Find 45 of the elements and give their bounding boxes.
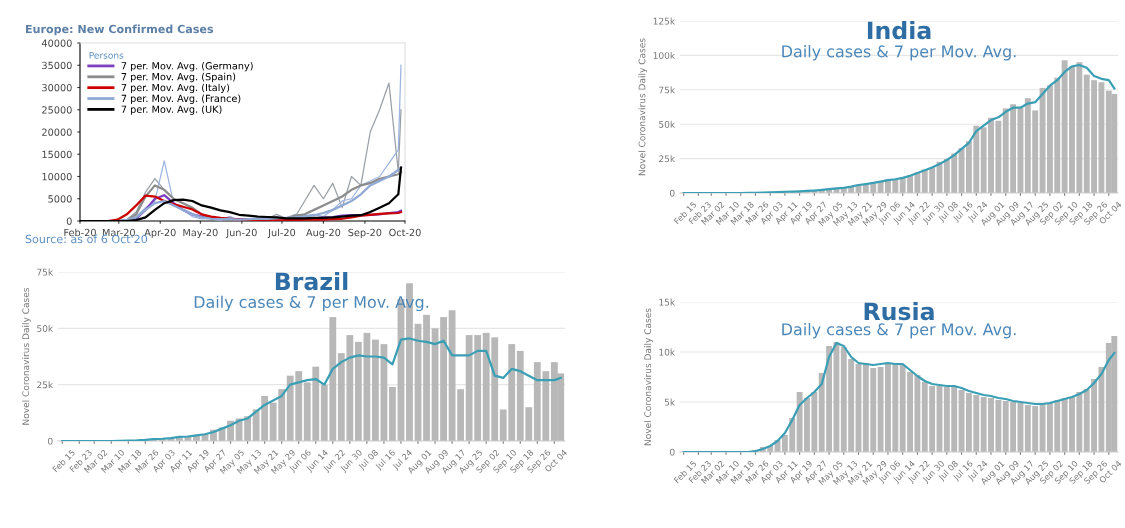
y-tick-label: 0	[669, 448, 675, 456]
x-tick-label: Jul-20	[267, 228, 296, 238]
y-tick-label: 0	[47, 437, 53, 445]
y-tick-label: 25000	[42, 106, 72, 114]
y-tick-label: 35000	[42, 61, 72, 70]
y-axis-title: Novel Coronavirus Daily Cases	[22, 287, 31, 425]
legend-label: 7 per. Mov. Avg. (UK)	[121, 105, 222, 115]
y-tick-label: 5k	[664, 398, 676, 406]
y-axis-title: Novel Coronavirus Daily Cases	[638, 38, 648, 176]
text: Daily cases & 7 per Mov. Avg.	[194, 295, 429, 312]
y-tick-label: 10k	[659, 348, 676, 356]
x-tick-label: Sep-20	[348, 228, 382, 239]
y-tick-label: 10000	[42, 172, 72, 181]
chart-title: India	[867, 21, 931, 40]
text: Daily cases & 7 per Mov. Avg.	[782, 45, 1016, 61]
chart-title: Brazil	[275, 272, 348, 291]
legend-label: 7 per. Mov. Avg. (Italy)	[121, 83, 230, 94]
y-tick-label: 50k	[659, 120, 676, 128]
x-tick-label: May-20	[183, 228, 218, 239]
legend-label: 7 per. Mov. Avg. (Spain)	[121, 72, 236, 83]
legend-title: Persons	[89, 52, 124, 59]
y-tick-label: 25k	[37, 381, 54, 389]
y-tick-label: 100k	[653, 51, 676, 59]
y-tick-label: 15k	[659, 298, 676, 306]
y-tick-label: 40000	[41, 39, 72, 47]
y-tick-label: 30000	[42, 83, 72, 92]
legend-label: 7 per. Mov. Avg. (Germany)	[121, 61, 253, 72]
y-tick-label: 50k	[37, 324, 54, 332]
y-tick-label: 25k	[659, 155, 676, 163]
y-tick-label: 75k	[659, 86, 676, 94]
y-tick-label: 75k	[37, 268, 54, 276]
y-tick-label: 15000	[42, 150, 72, 159]
x-tick-label: Aug-20	[306, 228, 341, 239]
y-tick-label: 125k	[653, 17, 676, 25]
y-tick-label: 5000	[48, 195, 72, 203]
legend-label: 7 per. Mov. Avg. (France)	[121, 94, 241, 104]
chart-title: Rusia	[864, 302, 934, 321]
y-tick-label: 0	[66, 217, 72, 225]
chart-title: Europe: New Confirmed Cases	[26, 24, 214, 36]
y-axis-title: Novel Coronavirus Daily Cases	[644, 308, 653, 446]
y-tick-label: 20000	[42, 128, 72, 136]
text: Daily cases & 7 per Mov. Avg.	[782, 323, 1016, 339]
x-tick-label: Jun-20	[225, 228, 257, 238]
y-tick-label: 0	[669, 189, 675, 197]
x-tick-label: Oct-20	[389, 228, 421, 237]
